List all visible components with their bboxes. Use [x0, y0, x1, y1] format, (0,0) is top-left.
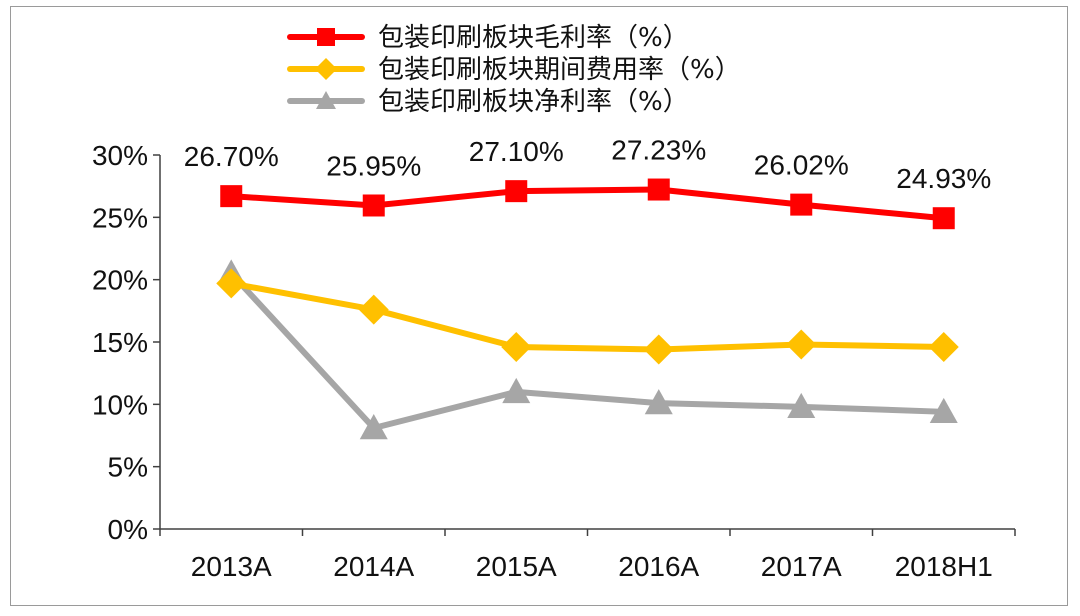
x-tick-label: 2014A	[333, 551, 414, 582]
y-tick-label: 5%	[108, 452, 148, 483]
data-label: 26.02%	[754, 150, 849, 181]
legend-label: 包装印刷板块净利率（%）	[378, 87, 689, 117]
legend-entry: 包装印刷板块毛利率（%）	[287, 23, 689, 53]
x-axis-ticks: 2013A 2014A 2015A 2016A 2017A 2018H1	[159, 529, 1016, 582]
y-tick-label: 10%	[92, 389, 148, 420]
series-3-point	[359, 414, 388, 440]
series-2-point	[501, 331, 532, 362]
series-1-point	[647, 178, 670, 201]
x-tick-label: 2017A	[761, 551, 842, 582]
x-tick-label: 2018H1	[895, 551, 993, 582]
data-label: 26.70%	[184, 141, 279, 172]
y-tick-label: 15%	[92, 327, 148, 358]
series-3-line	[228, 270, 947, 432]
series-1-point	[932, 207, 955, 230]
series-1	[220, 178, 955, 230]
data-label: 27.23%	[611, 135, 706, 166]
series-2-point	[643, 334, 674, 365]
data-label: 25.95%	[326, 150, 421, 181]
data-labels: 26.70% 25.95% 27.10% 27.23% 26.02% 24.93%	[184, 135, 991, 195]
series-2-point	[216, 268, 247, 299]
series-2-point	[786, 329, 817, 360]
series-2-point	[928, 331, 959, 362]
series-3-point	[502, 377, 531, 404]
series-3-point	[929, 397, 958, 424]
series-2	[216, 268, 959, 365]
legend-entry: 包装印刷板块期间费用率（%）	[287, 55, 741, 85]
y-tick-label: 0%	[108, 514, 148, 545]
legend-label: 包装印刷板块毛利率（%）	[378, 23, 689, 53]
series-3-point	[644, 389, 673, 415]
y-tick-label: 25%	[92, 202, 148, 233]
x-tick-label: 2016A	[618, 551, 699, 582]
data-label: 27.10%	[469, 136, 564, 167]
series-1-line	[228, 186, 947, 222]
series-2-point	[358, 294, 389, 325]
series-layer	[216, 178, 959, 440]
chart-frame	[10, 6, 1068, 606]
series-2-line	[228, 280, 947, 353]
y-axis-ticks: 0% 5% 10% 15% 20% 25% 30%	[92, 140, 160, 545]
x-tick-label: 2013A	[191, 551, 272, 582]
data-label: 24.93%	[896, 163, 991, 194]
series-1-point	[505, 180, 528, 203]
x-tick-label: 2015A	[476, 551, 557, 582]
series-1-point	[220, 185, 243, 208]
legend-entry: 包装印刷板块净利率（%）	[287, 87, 689, 117]
legend: 包装印刷板块毛利率（%）包装印刷板块期间费用率（%）包装印刷板块净利率（%）	[287, 23, 741, 117]
series-3-point	[787, 392, 816, 419]
series-1-point	[790, 193, 813, 216]
legend-marker	[315, 58, 337, 80]
y-tick-label: 20%	[92, 265, 148, 296]
y-tick-label: 30%	[92, 140, 148, 171]
series-1-point	[362, 194, 385, 217]
legend-marker	[317, 28, 335, 46]
legend-marker	[316, 91, 336, 109]
legend-label: 包装印刷板块期间费用率（%）	[378, 55, 741, 85]
